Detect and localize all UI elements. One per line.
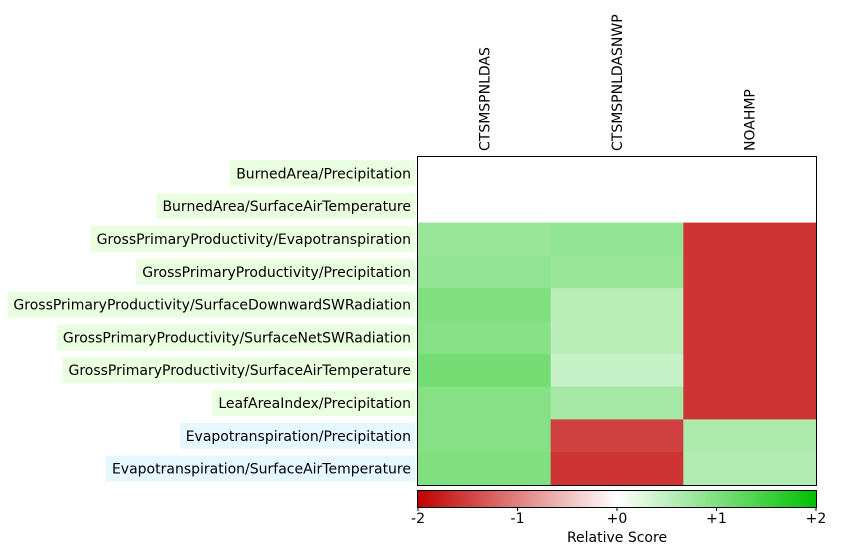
colorbar-tick-label: -2 [411, 511, 425, 527]
row-label: GrossPrimaryProductivity/SurfaceNetSWRad… [63, 330, 411, 346]
heatmap-cell [683, 386, 817, 420]
row-label: Evapotranspiration/SurfaceAirTemperature [112, 462, 411, 478]
heatmap-cell [418, 255, 552, 289]
colorbar [417, 490, 817, 508]
heatmap-cell [418, 386, 552, 420]
column-labels: CTSMSPNLDAS CTSMSPNLDASNWP NOAHMP [477, 14, 758, 151]
colorbar-tick-label: +0 [607, 511, 628, 527]
row-label: GrossPrimaryProductivity/SurfaceAirTempe… [68, 363, 411, 379]
heatmap-cell [418, 353, 552, 388]
heatmap-cell [683, 222, 817, 256]
heatmap-cell [683, 255, 817, 289]
row-label-background [105, 455, 415, 482]
row-label-background [212, 390, 415, 416]
heatmap-cell [550, 386, 684, 420]
heatmap-cell [550, 419, 684, 453]
colorbar-label: Relative Score [567, 530, 667, 546]
row-label-background [56, 324, 415, 351]
colorbar-ticks: -2 -1 +0 +1 +2 [411, 507, 826, 527]
row-labels: BurnedArea/Precipitation BurnedArea/Surfa… [7, 160, 415, 482]
heatmap-cell [550, 321, 684, 355]
row-label: LeafAreaIndex/Precipitation [218, 396, 411, 412]
heatmap-cell [683, 321, 817, 355]
row-label-background [62, 357, 415, 384]
colorbar-tick-label: -1 [511, 511, 525, 527]
row-label-background [156, 193, 415, 220]
row-label: GrossPrimaryProductivity/SurfaceDownward… [13, 298, 411, 314]
row-label-background [136, 258, 415, 285]
heatmap-cell [683, 353, 817, 388]
heatmap-cell [550, 452, 684, 486]
row-label: BurnedArea/SurfaceAirTemperature [162, 199, 411, 215]
colorbar-tick-label: +2 [806, 511, 827, 527]
row-label: BurnedArea/Precipitation [236, 166, 411, 182]
column-label: NOAHMP [743, 89, 759, 151]
column-label: CTSMSPNLDAS [477, 47, 493, 151]
heatmap-cell [418, 452, 552, 486]
heatmap-cell [550, 353, 684, 388]
heatmap-frame [417, 156, 817, 486]
heatmap-cell [418, 288, 552, 322]
row-label: Evapotranspiration/Precipitation [186, 429, 411, 445]
row-label-background [7, 291, 415, 318]
heatmap-cell [683, 452, 817, 486]
heatmap-cell [418, 419, 552, 453]
column-label: CTSMSPNLDASNWP [610, 14, 626, 151]
heatmap-cell [418, 321, 552, 355]
heatmap-cell [683, 419, 817, 453]
heatmap-cell [550, 288, 684, 322]
row-label-background [179, 422, 415, 449]
heatmap-cell [683, 288, 817, 322]
heatmap-cell [550, 255, 684, 289]
row-label-background [230, 160, 415, 187]
colorbar-tick-label: +1 [706, 511, 727, 527]
row-label: GrossPrimaryProductivity/Precipitation [142, 265, 411, 281]
heatmap-cell [418, 222, 552, 256]
heatmap-cells [418, 222, 817, 486]
row-label: GrossPrimaryProductivity/Evapotranspirat… [97, 232, 411, 248]
heatmap-cell [550, 222, 684, 256]
row-label-background [90, 226, 415, 252]
